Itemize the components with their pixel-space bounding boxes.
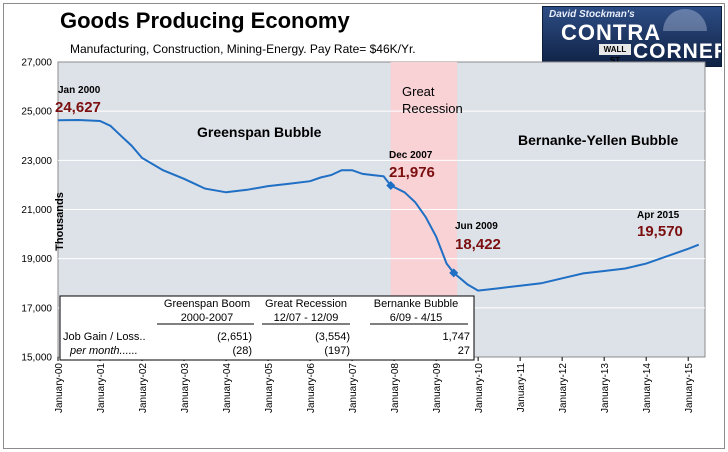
annotation-date: Jan 2000 (58, 85, 101, 96)
table-column-header: Great Recession (265, 298, 347, 310)
x-tick-label: January-06 (306, 363, 317, 413)
table-cell-gain: (3,554) (315, 331, 350, 343)
annotation-date: Apr 2015 (637, 210, 680, 221)
table-column-period: 12/07 - 12/09 (274, 312, 339, 324)
x-tick-label: January-05 (264, 363, 275, 413)
annotation-date: Dec 2007 (389, 150, 433, 161)
y-tick-label: 15,000 (21, 353, 52, 364)
table-cell-per-month: (197) (324, 345, 350, 357)
y-tick-label: 17,000 (21, 303, 52, 314)
table-cell-gain: 1,747 (442, 331, 470, 343)
x-tick-label: January-07 (348, 363, 359, 413)
logo-line-2: CONTRA (561, 20, 662, 45)
summary-table (59, 295, 475, 361)
chart-title: Goods Producing Economy (60, 8, 350, 33)
contra-corner-logo: David Stockman's CONTRA WALL ST CORNER (542, 6, 722, 67)
table-column-header: Bernanke Bubble (374, 298, 458, 310)
x-tick-label: January-04 (222, 363, 233, 413)
table-row-label: per month...... (69, 345, 138, 357)
annotation-value: 18,422 (455, 236, 501, 253)
annotation-value: 21,976 (389, 164, 435, 181)
x-tick-label: January-15 (684, 363, 695, 413)
data-marker (386, 181, 396, 191)
table-cell-gain: (2,651) (217, 331, 252, 343)
logo-line-1: David Stockman's (549, 9, 635, 20)
x-tick-label: January-12 (558, 363, 569, 413)
table-column-header: Greenspan Boom (164, 298, 250, 310)
recession-label: Great (402, 84, 435, 99)
x-tick-label: January-13 (600, 363, 611, 413)
bernanke-yellen-bubble-label: Bernanke-Yellen Bubble (518, 132, 678, 148)
annotation-value: 19,570 (637, 223, 683, 240)
table-row-label: Job Gain / Loss.. (63, 331, 146, 343)
chart-subtitle: Manufacturing, Construction, Mining-Ener… (70, 42, 416, 56)
x-tick-label: January-10 (474, 363, 485, 413)
x-tick-label: January-09 (432, 363, 443, 413)
x-tick-label: January-14 (642, 363, 653, 413)
table-column-period: 2000-2007 (181, 312, 234, 324)
x-tick-label: January-08 (390, 363, 401, 413)
wall-street-sign: WALL ST (599, 44, 631, 65)
y-tick-label: 21,000 (21, 205, 52, 216)
x-tick-label: January-00 (54, 363, 65, 413)
y-axis-label: Thousands (54, 192, 66, 251)
recession-label: Recession (402, 101, 463, 116)
capitol-dome-graphic (663, 9, 707, 31)
y-tick-label: 27,000 (21, 58, 52, 69)
greenspan-bubble-label: Greenspan Bubble (197, 124, 322, 140)
y-tick-label: 23,000 (21, 156, 52, 167)
logo-line-3: CORNER (633, 40, 722, 63)
data-marker (449, 268, 459, 278)
table-cell-per-month: 27 (458, 345, 470, 357)
annotation-date: Jun 2009 (455, 221, 498, 232)
x-tick-label: January-02 (138, 363, 149, 413)
annotation-value: 24,627 (55, 99, 101, 116)
table-column-period: 6/09 - 4/15 (390, 312, 443, 324)
y-tick-label: 19,000 (21, 254, 52, 265)
x-tick-label: January-01 (96, 363, 107, 413)
x-tick-label: January-11 (516, 363, 527, 413)
series-line (57, 118, 700, 292)
y-tick-label: 25,000 (21, 107, 52, 118)
table-cell-per-month: (28) (232, 345, 252, 357)
x-tick-label: January-03 (180, 363, 191, 413)
